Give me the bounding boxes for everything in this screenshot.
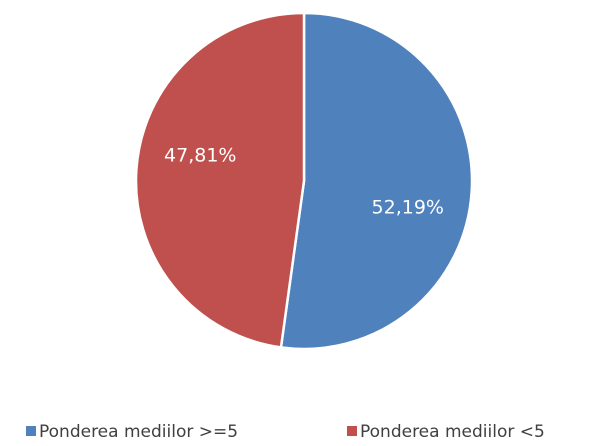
pie-slice <box>134 11 306 349</box>
legend-label: Ponderea mediilor >=5 <box>39 422 238 442</box>
pie-slice <box>279 11 474 351</box>
legend-label: Ponderea mediilor <5 <box>360 422 545 442</box>
data-label: 52,19% <box>372 197 444 219</box>
legend-swatch <box>347 426 357 436</box>
legend-swatch <box>26 426 36 436</box>
data-label: 47,81% <box>164 144 236 166</box>
